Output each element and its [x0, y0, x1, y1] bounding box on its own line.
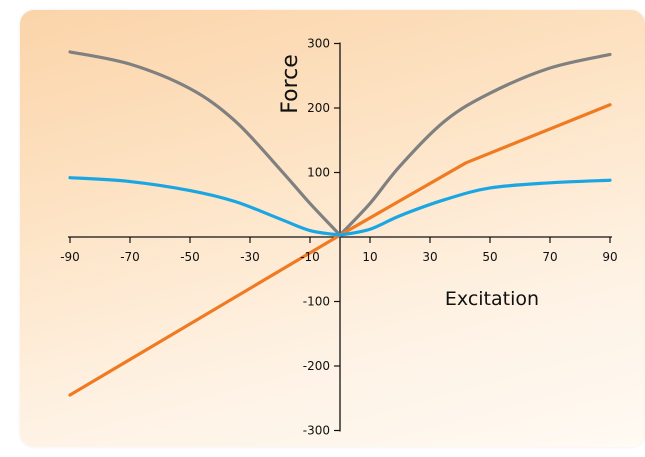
x-axis-title: Excitation [445, 288, 539, 310]
x-tick-label: -70 [120, 250, 140, 264]
y-tick-label: -100 [303, 295, 330, 309]
series-line-orange [68, 103, 612, 397]
y-tick-label: 200 [307, 101, 330, 115]
x-tick-label: 50 [482, 250, 497, 264]
x-tick-label: -50 [180, 250, 200, 264]
tick-labels: -90 -70 -50 -30 -10 10 30 50 70 90 300 200 100 -100 -2… [60, 37, 617, 438]
series-line-blue [68, 176, 612, 237]
y-tick-label: -200 [303, 359, 330, 373]
y-axis-title: Force [278, 54, 303, 114]
x-tick-label: 10 [362, 250, 377, 264]
x-tick-label: -90 [60, 250, 80, 264]
y-tick-label: 300 [307, 37, 330, 51]
x-tick-label: 70 [542, 250, 557, 264]
x-tick-label: -30 [240, 250, 260, 264]
x-tick-label: -10 [300, 250, 320, 264]
series-lines [68, 50, 612, 397]
x-tick-label: 90 [602, 250, 617, 264]
axes [68, 42, 612, 432]
y-tick-label: 100 [307, 166, 330, 180]
y-tick-label: -300 [303, 424, 330, 438]
x-tick-label: 30 [422, 250, 437, 264]
